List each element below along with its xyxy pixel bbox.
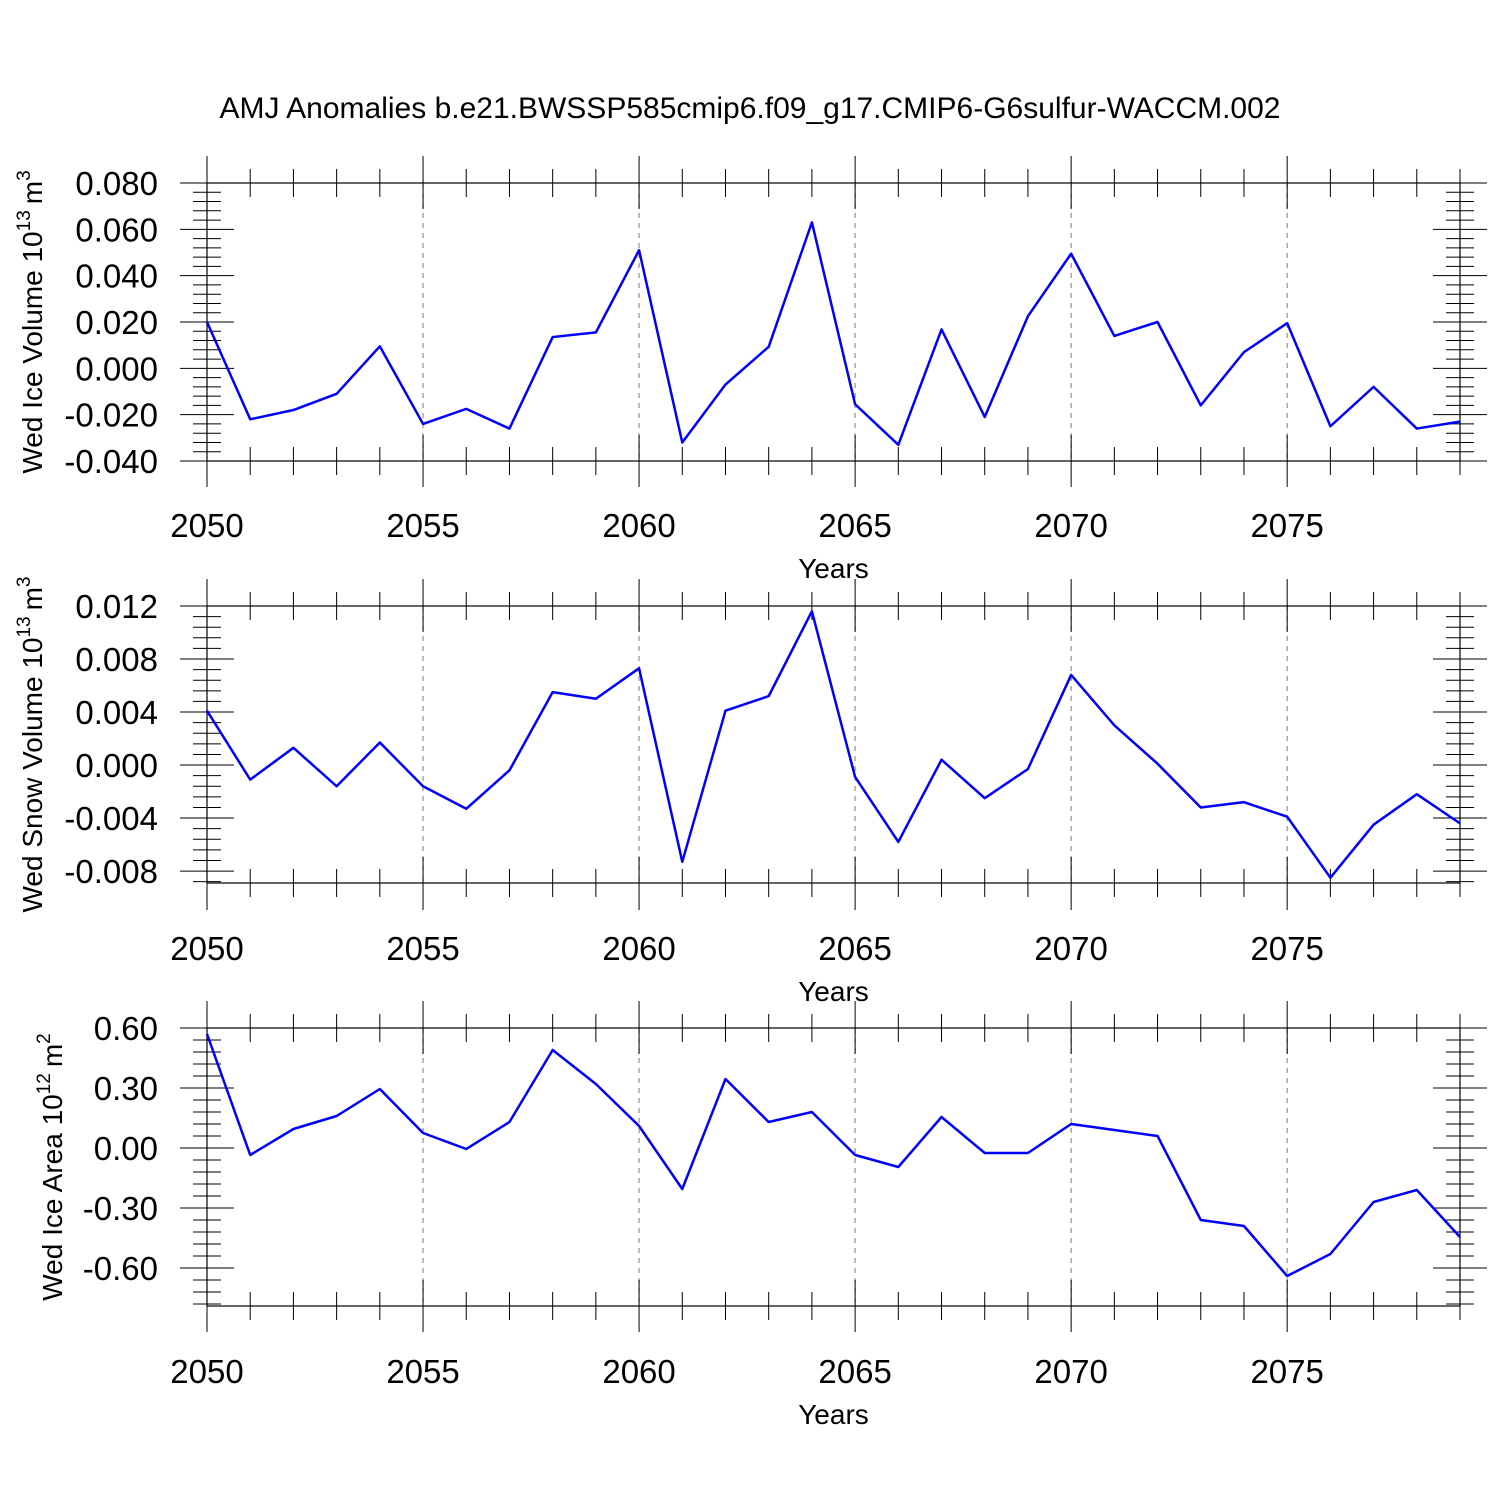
panel-2: 2050 2055 2060 2065 2070 2075 -0.008 -0.004 0.00… bbox=[14, 576, 1487, 1007]
y-axis-title-unit: m bbox=[17, 181, 48, 204]
x-tick-label-2055: 2055 bbox=[386, 507, 459, 544]
y-axis-title-text: Wed Snow Volume 10 bbox=[17, 638, 48, 913]
x-tick-label-2075: 2075 bbox=[1250, 1353, 1323, 1390]
x-tick-label-2075: 2075 bbox=[1250, 930, 1323, 967]
y-tick-label-0.30: 0.30 bbox=[94, 1070, 158, 1107]
x-tick-label-2070: 2070 bbox=[1034, 1353, 1107, 1390]
x-tick-label-2065: 2065 bbox=[818, 507, 891, 544]
x-tick-label-2060: 2060 bbox=[602, 507, 675, 544]
y-axis-title: Wed Ice Area 1012 m2 bbox=[34, 1033, 68, 1301]
y-tick-label--0.020: -0.020 bbox=[64, 397, 158, 434]
y-tick-label-0.00: 0.00 bbox=[94, 1130, 158, 1167]
y-tick-label-0.60: 0.60 bbox=[94, 1010, 158, 1047]
panel-3: 2050 2055 2060 2065 2070 2075 -0.60 -0.30 0.00 0.… bbox=[34, 1001, 1487, 1430]
y-tick-label--0.040: -0.040 bbox=[64, 443, 158, 480]
x-axis-title: Years bbox=[798, 1399, 869, 1430]
y-tick-label--0.008: -0.008 bbox=[64, 853, 158, 890]
y-axis-title-text: Wed Ice Area 10 bbox=[37, 1094, 68, 1301]
y-tick-label-0.080: 0.080 bbox=[75, 165, 158, 202]
plot-frame bbox=[206, 1027, 1461, 1307]
y-axis-title-unit: m bbox=[37, 1044, 68, 1067]
x-axis-title: Years bbox=[798, 553, 869, 584]
plot-frame bbox=[206, 605, 1461, 884]
y-axis-title-exponent: 12 bbox=[34, 1073, 55, 1094]
y-tick-label--0.30: -0.30 bbox=[83, 1190, 158, 1227]
x-tick-label-2065: 2065 bbox=[818, 930, 891, 967]
y-axis-title-exponent: 13 bbox=[14, 616, 35, 637]
figure-title: AMJ Anomalies b.e21.BWSSP585cmip6.f09_g1… bbox=[219, 92, 1281, 125]
data-line-panel-2 bbox=[205, 610, 1461, 879]
y-axis-title-unit-exponent: 3 bbox=[14, 170, 35, 181]
x-tick-label-2050: 2050 bbox=[170, 1353, 243, 1390]
x-tick-label-2050: 2050 bbox=[170, 930, 243, 967]
y-axis-title-exponent: 13 bbox=[14, 210, 35, 231]
y-tick-label-0.008: 0.008 bbox=[75, 641, 158, 678]
panel-1: 2050 2055 2060 2065 2070 2075 -0.040 -0.020 0.00… bbox=[14, 156, 1487, 584]
x-tick-label-2075: 2075 bbox=[1250, 507, 1323, 544]
x-tick-label-2050: 2050 bbox=[170, 507, 243, 544]
y-tick-label--0.60: -0.60 bbox=[83, 1250, 158, 1287]
y-tick-label-0.000: 0.000 bbox=[75, 350, 158, 387]
y-axis-title-unit-exponent: 2 bbox=[34, 1033, 55, 1044]
y-tick-label-0.000: 0.000 bbox=[75, 747, 158, 784]
x-tick-label-2060: 2060 bbox=[602, 930, 675, 967]
plot-frame bbox=[206, 182, 1461, 462]
y-tick-label-0.060: 0.060 bbox=[75, 211, 158, 248]
y-axis-title-unit-exponent: 3 bbox=[14, 576, 35, 587]
data-line-panel-3 bbox=[205, 1033, 1461, 1278]
data-line-panel-1 bbox=[205, 221, 1461, 447]
x-tick-label-2070: 2070 bbox=[1034, 507, 1107, 544]
y-tick-label-0.004: 0.004 bbox=[75, 694, 158, 731]
x-tick-label-2070: 2070 bbox=[1034, 930, 1107, 967]
y-axis-title: Wed Snow Volume 1013 m3 bbox=[14, 576, 48, 912]
x-tick-label-2065: 2065 bbox=[818, 1353, 891, 1390]
x-tick-label-2055: 2055 bbox=[386, 1353, 459, 1390]
x-tick-label-2055: 2055 bbox=[386, 930, 459, 967]
y-tick-label-0.020: 0.020 bbox=[75, 304, 158, 341]
x-tick-label-2060: 2060 bbox=[602, 1353, 675, 1390]
y-tick-label--0.004: -0.004 bbox=[64, 800, 158, 837]
y-axis-title-unit: m bbox=[17, 587, 48, 610]
y-axis-title: Wed Ice Volume 1013 m3 bbox=[14, 170, 48, 473]
y-axis-title-text: Wed Ice Volume 10 bbox=[17, 231, 48, 473]
y-tick-label-0.040: 0.040 bbox=[75, 258, 158, 295]
y-tick-label-0.012: 0.012 bbox=[75, 588, 158, 625]
x-axis-title: Years bbox=[798, 976, 869, 1007]
